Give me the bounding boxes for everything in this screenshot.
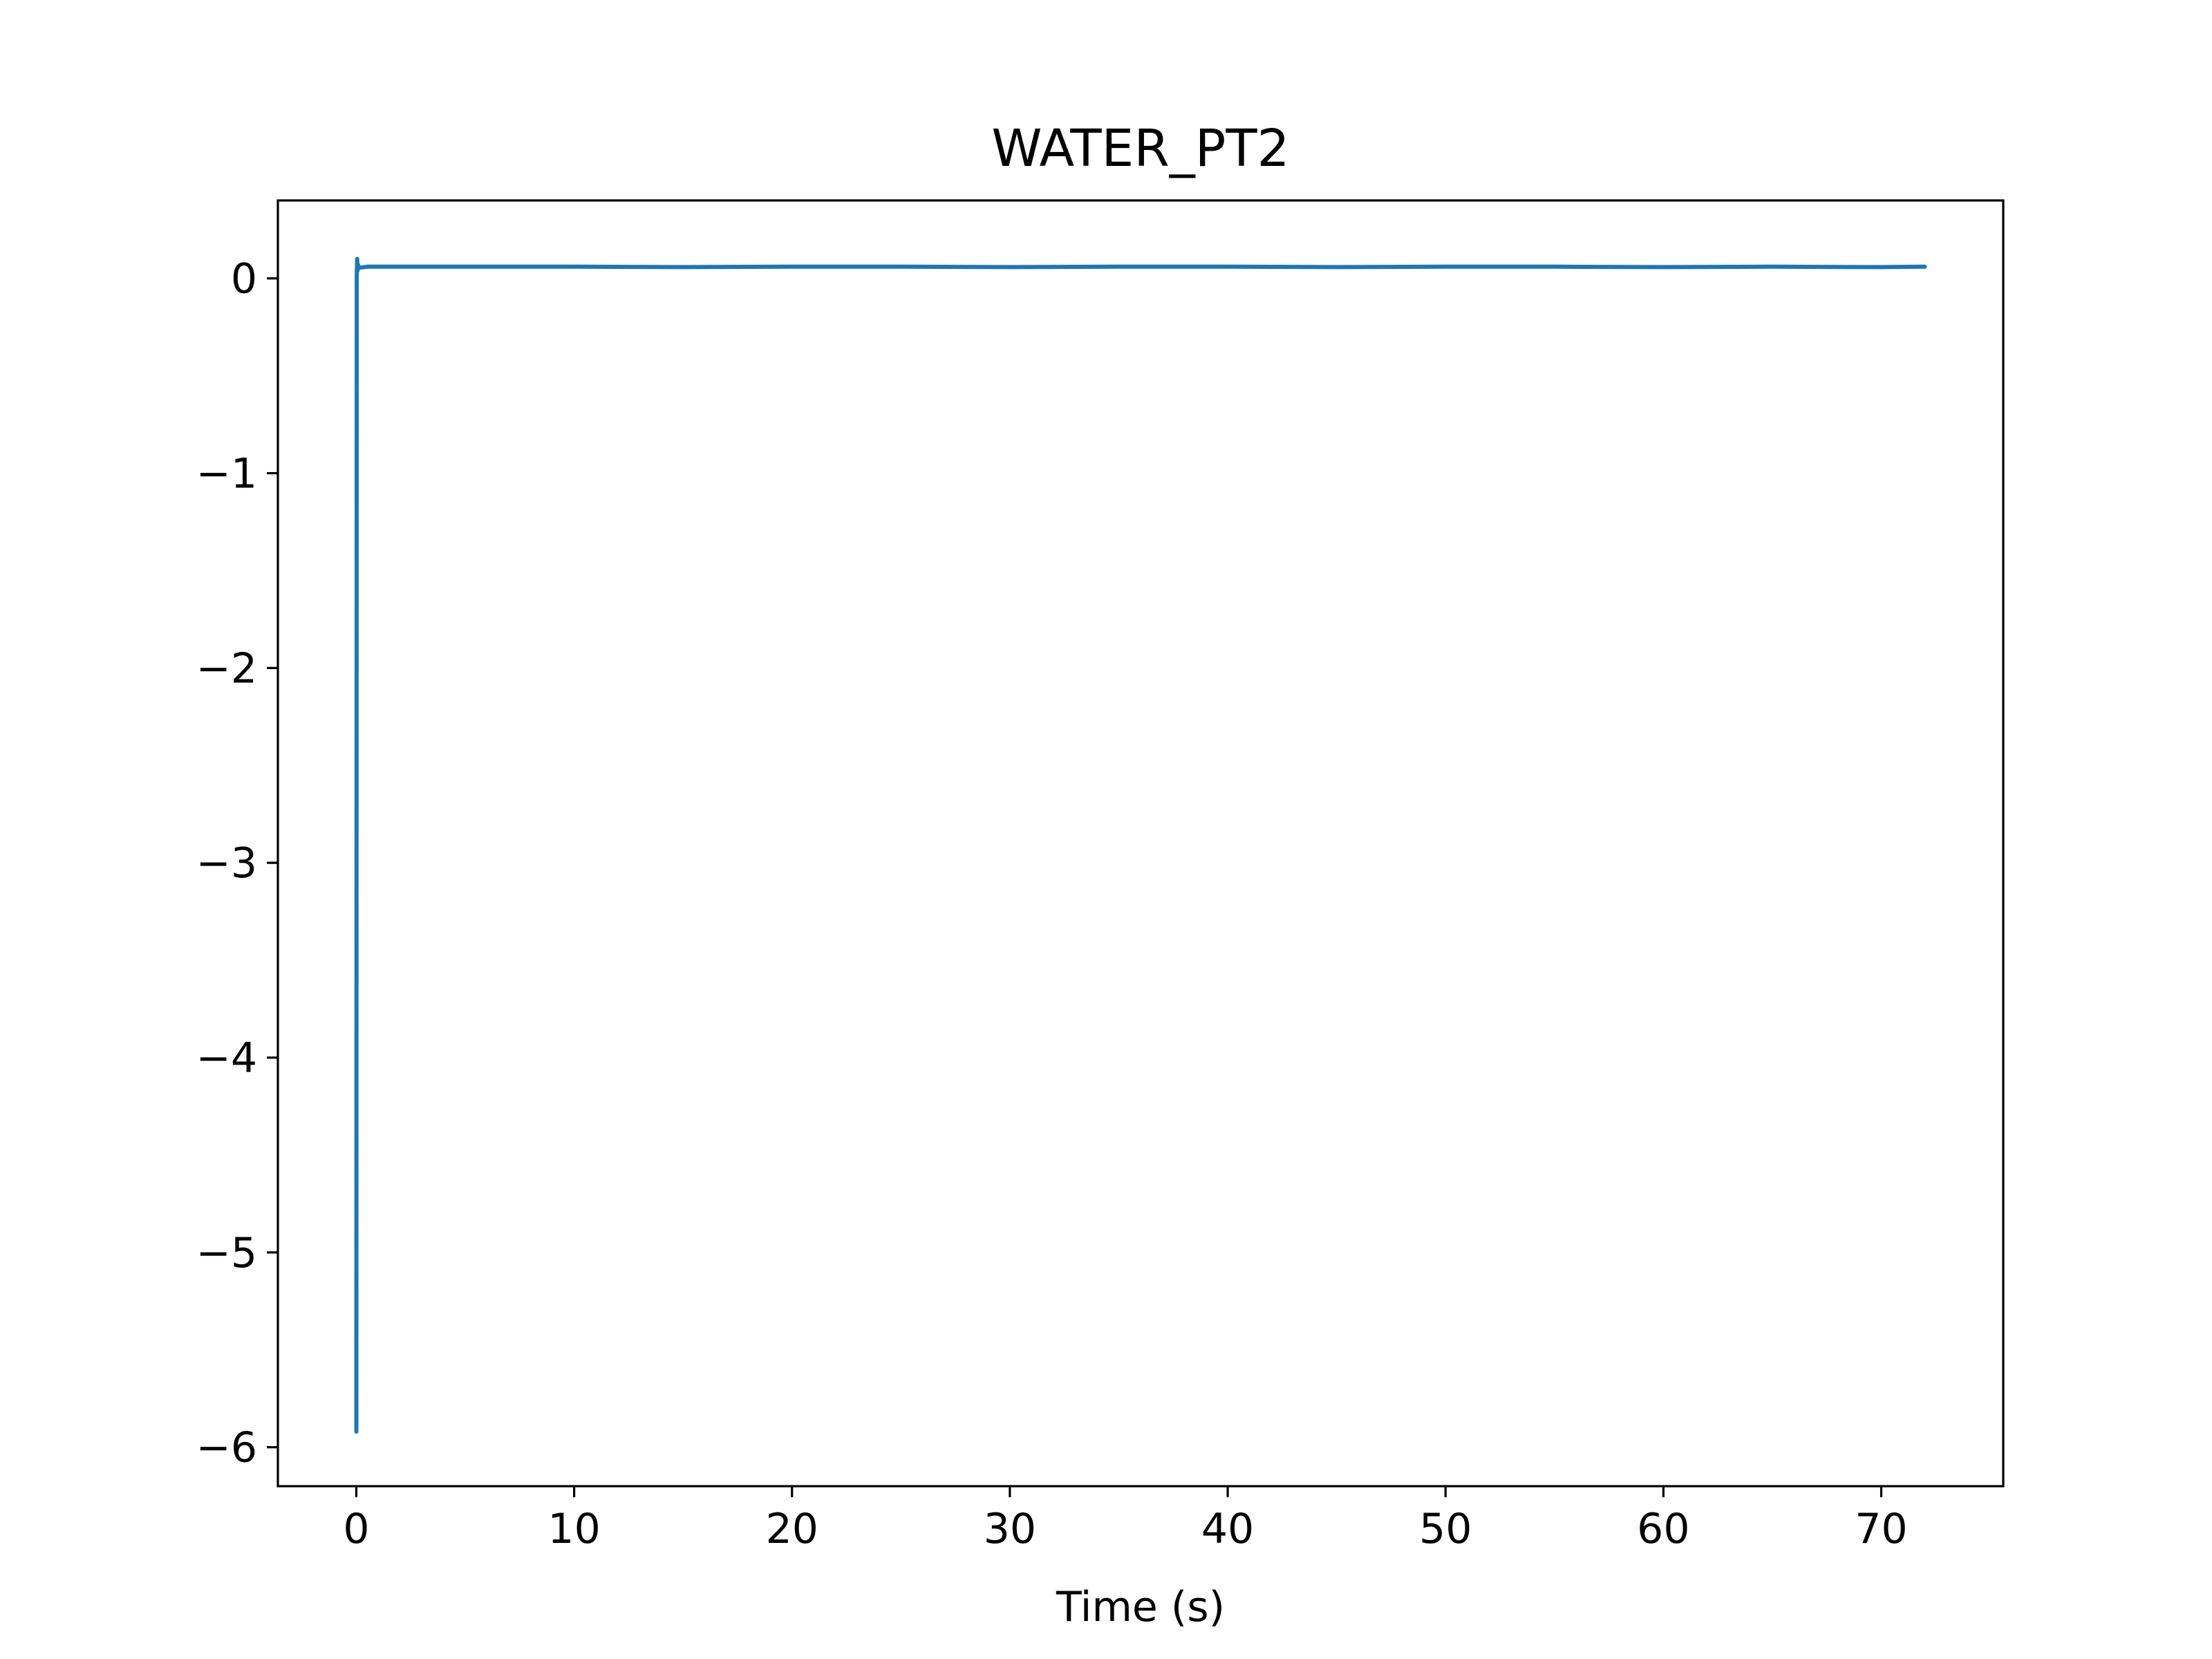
y-axis: 0 −1 −2 −3 −4 −5 −6 — [196, 255, 278, 1472]
x-tick-label: 30 — [984, 1505, 1036, 1553]
x-tick-label: 40 — [1201, 1505, 1254, 1553]
x-tick-label: 60 — [1637, 1505, 1689, 1553]
y-tick-label: −1 — [196, 450, 257, 498]
y-tick-label: −5 — [196, 1229, 257, 1277]
y-tick-label: −3 — [196, 839, 257, 888]
y-tick-label: −6 — [196, 1424, 257, 1472]
x-axis-label: Time (s) — [1056, 1583, 1225, 1631]
y-tick-label: −4 — [196, 1034, 257, 1082]
x-tick-label: 10 — [547, 1505, 600, 1553]
series-line-0 — [354, 256, 1927, 1434]
chart-title: WATER_PT2 — [991, 119, 1289, 178]
y-tick-label: 0 — [231, 255, 257, 303]
x-axis: 0 10 20 30 40 50 60 70 — [343, 1486, 1908, 1553]
series-layer — [354, 256, 1927, 1434]
x-tick-label: 0 — [343, 1505, 369, 1553]
x-tick-label: 50 — [1419, 1505, 1472, 1553]
plot-area-frame — [276, 199, 2005, 1488]
y-tick-label: −2 — [196, 644, 257, 693]
x-tick-label: 20 — [766, 1505, 818, 1553]
x-tick-label: 70 — [1855, 1505, 1907, 1553]
